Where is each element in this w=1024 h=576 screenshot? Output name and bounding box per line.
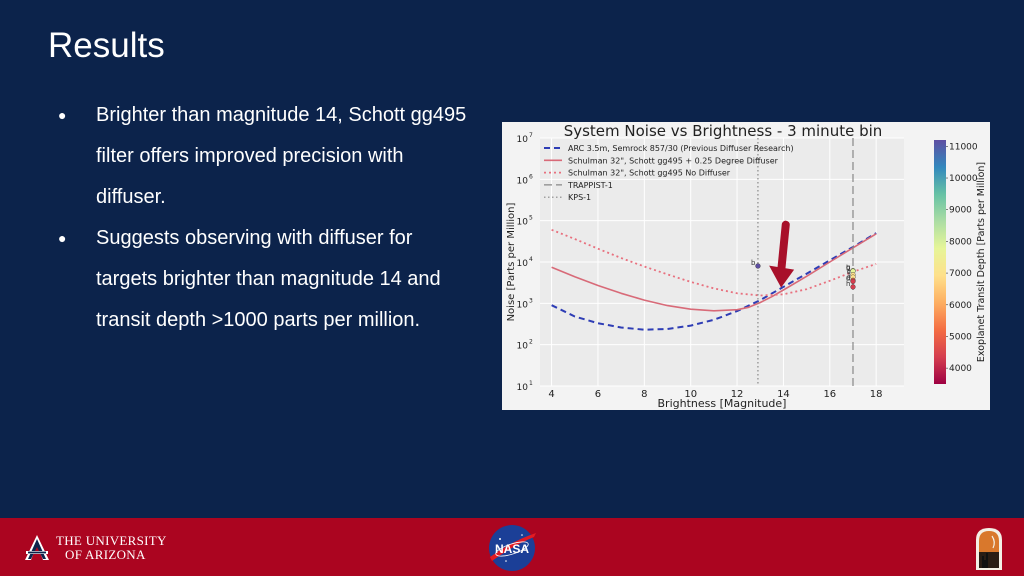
- bullet-list: ● Brighter than magnitude 14, Schott gg4…: [58, 95, 478, 341]
- planet-point: [850, 284, 856, 290]
- slide-title: Results: [48, 26, 165, 65]
- colorbar-tick-label: 11000: [949, 142, 978, 152]
- y-tick-label: 10: [517, 259, 529, 269]
- y-tick-exponent: 5: [529, 215, 533, 222]
- colorbar-tick-label: 5000: [949, 332, 972, 342]
- chart-title: System Noise vs Brightness - 3 minute bi…: [564, 122, 883, 140]
- bullet-item: ● Brighter than magnitude 14, Schott gg4…: [58, 95, 478, 218]
- annotation-arrow-shaft: [777, 220, 790, 276]
- y-tick-label: 10: [517, 342, 529, 352]
- legend-label: ARC 3.5m, Semrock 857/30 (Previous Diffu…: [568, 144, 794, 153]
- legend-label: Schulman 32", Schott gg495 No Diffuser: [568, 169, 731, 178]
- y-tick-exponent: 3: [529, 297, 533, 304]
- y-tick-exponent: 2: [529, 339, 533, 346]
- bullet-dot: ●: [58, 107, 67, 123]
- x-tick-label: 14: [777, 389, 790, 400]
- colorbar: [934, 140, 946, 384]
- x-tick-label: 4: [548, 389, 554, 400]
- y-tick-label: 10: [517, 300, 529, 310]
- x-tick-label: 10: [684, 389, 697, 400]
- legend-label: KPS-1: [568, 193, 591, 202]
- university-wordmark: THE UNIVERSITY OF ARIZONA: [56, 534, 167, 562]
- bullet-dot: ●: [58, 230, 67, 246]
- series-line-1: [551, 233, 877, 312]
- y-tick-label: 10: [517, 218, 529, 228]
- colorbar-tick-label: 4000: [949, 364, 972, 374]
- y-tick-label: 10: [517, 176, 529, 186]
- colorbar-tick-label: 6000: [949, 301, 972, 311]
- bullet-text: Suggests observing with diffuser for tar…: [96, 227, 441, 331]
- planet-label: g: [846, 264, 850, 272]
- x-tick-label: 8: [641, 389, 647, 400]
- university-line-2: OF ARIZONA: [65, 547, 146, 562]
- legend-label: Schulman 32", Schott gg495 + 0.25 Degree…: [568, 156, 779, 165]
- y-tick-exponent: 7: [529, 132, 533, 139]
- observatory-logo-icon: [976, 528, 1002, 570]
- y-axis-label: Noise [Parts per Million]: [506, 202, 517, 321]
- y-tick-label: 10: [517, 135, 529, 145]
- x-tick-label: 16: [823, 389, 836, 400]
- bullet-item: ● Suggests observing with diffuser for t…: [58, 218, 478, 341]
- planet-label: b: [751, 259, 756, 267]
- planet-point: [850, 278, 856, 284]
- nasa-logo-icon: NASA: [489, 525, 536, 571]
- y-tick-label: 10: [517, 383, 529, 393]
- bullet-text: Brighter than magnitude 14, Schott gg495…: [96, 104, 467, 208]
- planet-label: f: [848, 270, 851, 278]
- planet-label: c: [847, 268, 851, 276]
- planet-label: d: [846, 274, 850, 282]
- university-line-1: THE UNIVERSITY: [56, 533, 167, 548]
- planet-point: [755, 263, 761, 269]
- legend-label: TRAPPIST-1: [567, 181, 613, 190]
- colorbar-tick-label: 10000: [949, 174, 978, 184]
- y-tick-exponent: 1: [529, 380, 533, 387]
- arizona-a-logo-icon: [22, 533, 52, 563]
- planet-label: h: [846, 280, 850, 288]
- planet-label: e: [846, 273, 850, 281]
- colorbar-tick-label: 8000: [949, 237, 972, 247]
- x-tick-label: 12: [731, 389, 744, 400]
- colorbar-label: Exoplanet Transit Depth [Parts per Milli…: [976, 162, 987, 362]
- x-axis-label: Brightness [Magnitude]: [658, 397, 787, 410]
- annotation-arrow-head: [769, 265, 795, 288]
- footer-bar: THE UNIVERSITY OF ARIZONA NASA: [0, 518, 1024, 576]
- planet-label: b: [846, 264, 851, 272]
- chart-image: 4 6 8 10 12 14 16 18 10 1 10 2 10 3 10 4 10 5 10 6 10 7 System…: [502, 122, 990, 410]
- nasa-logo-text: NASA: [495, 542, 529, 556]
- x-tick-label: 18: [870, 389, 883, 400]
- x-tick-label: 6: [595, 389, 601, 400]
- y-tick-exponent: 4: [529, 256, 533, 263]
- y-tick-exponent: 6: [529, 173, 533, 180]
- colorbar-tick-label: 9000: [949, 206, 972, 216]
- colorbar-tick-label: 7000: [949, 269, 972, 279]
